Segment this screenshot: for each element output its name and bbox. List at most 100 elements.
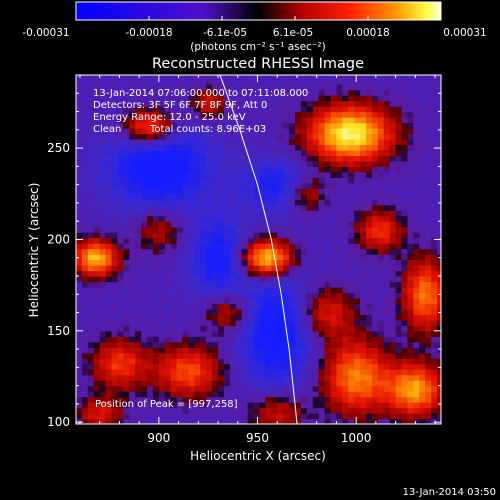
heatmap-cell xyxy=(371,380,379,387)
heatmap-cell xyxy=(289,75,296,80)
heatmap-cell xyxy=(259,221,267,228)
heatmap-cell xyxy=(182,84,190,91)
heatmap-cell xyxy=(176,347,184,354)
heatmap-cell xyxy=(141,369,148,376)
heatmap-cell xyxy=(87,171,95,178)
heatmap-cell xyxy=(93,308,101,315)
heatmap-cell xyxy=(223,292,231,299)
heatmap-cell xyxy=(342,106,349,113)
heatmap-cell xyxy=(342,111,349,118)
heatmap-cell xyxy=(241,265,249,272)
heatmap-cell xyxy=(223,78,231,85)
heatmap-cell xyxy=(312,89,320,96)
heatmap-cell xyxy=(277,347,284,354)
heatmap-cell xyxy=(123,248,130,255)
heatmap-cell xyxy=(431,352,438,359)
heatmap-cell xyxy=(176,127,184,135)
heatmap-cell xyxy=(212,111,219,118)
heatmap-cell xyxy=(81,204,89,211)
heatmap-cell xyxy=(360,265,367,272)
heatmap-cell xyxy=(419,254,426,261)
heatmap-cell xyxy=(229,363,237,370)
heatmap-cell xyxy=(336,193,343,200)
heatmap-cell xyxy=(170,78,178,85)
heatmap-cell xyxy=(176,254,184,261)
heatmap-cell xyxy=(425,402,432,409)
heatmap-cell xyxy=(395,407,403,414)
heatmap-cell xyxy=(354,210,361,217)
heatmap-cell xyxy=(259,413,267,420)
heatmap-cell xyxy=(360,160,367,167)
heatmap-cell xyxy=(348,237,355,244)
heatmap-cell xyxy=(170,199,178,206)
heatmap-cell xyxy=(235,166,243,173)
heatmap-cell xyxy=(324,133,332,140)
heatmap-cell xyxy=(354,138,361,146)
heatmap-cell xyxy=(348,385,355,392)
heatmap-cell xyxy=(182,270,190,277)
heatmap-cell xyxy=(312,402,320,409)
heatmap-cell xyxy=(348,243,355,250)
heatmap-cell xyxy=(164,336,172,343)
heatmap-cell xyxy=(218,363,225,370)
heatmap-cell xyxy=(383,352,391,359)
heatmap-cell xyxy=(188,188,195,195)
heatmap-cell xyxy=(271,199,278,206)
heatmap-cell xyxy=(99,75,107,80)
heatmap-cell xyxy=(182,177,190,184)
heatmap-cell xyxy=(253,138,261,146)
heatmap-cell xyxy=(336,407,343,414)
heatmap-cell xyxy=(324,232,332,239)
heatmap-cell xyxy=(123,254,130,261)
heatmap-cell xyxy=(223,254,231,261)
heatmap-cell xyxy=(312,314,320,321)
heatmap-cell xyxy=(283,259,290,266)
heatmap-cell xyxy=(283,385,290,392)
heatmap-cell xyxy=(194,204,201,211)
heatmap-cell xyxy=(318,396,326,403)
heatmap-cell xyxy=(324,144,332,151)
heatmap-cell xyxy=(413,314,420,321)
heatmap-cell xyxy=(135,193,142,200)
heatmap-cell xyxy=(401,144,409,151)
heatmap-cell xyxy=(431,265,438,272)
heatmap-cell xyxy=(389,111,397,118)
heatmap-cell xyxy=(170,369,178,376)
heatmap-cell xyxy=(188,336,195,343)
heatmap-cell xyxy=(200,292,207,299)
heatmap-cell xyxy=(259,341,267,348)
heatmap-cell xyxy=(395,275,403,283)
heatmap-cell xyxy=(366,237,373,244)
heatmap-cell xyxy=(235,171,243,178)
heatmap-cell xyxy=(247,117,255,124)
heatmap-cell xyxy=(295,402,302,409)
heatmap-cell xyxy=(147,286,154,294)
heatmap-cell xyxy=(289,407,296,414)
heatmap-cell xyxy=(283,155,290,162)
heatmap-cell xyxy=(164,84,172,91)
heatmap-cell xyxy=(413,127,420,135)
heatmap-cell xyxy=(247,275,255,283)
heatmap-cell xyxy=(99,182,107,189)
heatmap-cell xyxy=(253,254,261,261)
heatmap-cell xyxy=(318,275,326,283)
heatmap-cell xyxy=(366,221,373,228)
heatmap-cell xyxy=(431,286,438,294)
heatmap-cell xyxy=(318,341,326,348)
heatmap-cell xyxy=(218,352,225,359)
heatmap-cell xyxy=(312,369,320,376)
heatmap-cell xyxy=(295,369,302,376)
heatmap-cell xyxy=(87,111,95,118)
heatmap-cell xyxy=(395,193,403,200)
heatmap-cell xyxy=(283,374,290,381)
heatmap-cell xyxy=(176,204,184,211)
heatmap-cell xyxy=(170,270,178,277)
heatmap-cell xyxy=(265,347,272,354)
heatmap-cell xyxy=(348,78,355,85)
heatmap-cell xyxy=(194,117,201,124)
heatmap-cell xyxy=(76,78,83,85)
heatmap-cell xyxy=(235,78,243,85)
heatmap-cell xyxy=(283,281,290,288)
heatmap-cell xyxy=(277,138,284,146)
heatmap-cell xyxy=(366,418,373,424)
